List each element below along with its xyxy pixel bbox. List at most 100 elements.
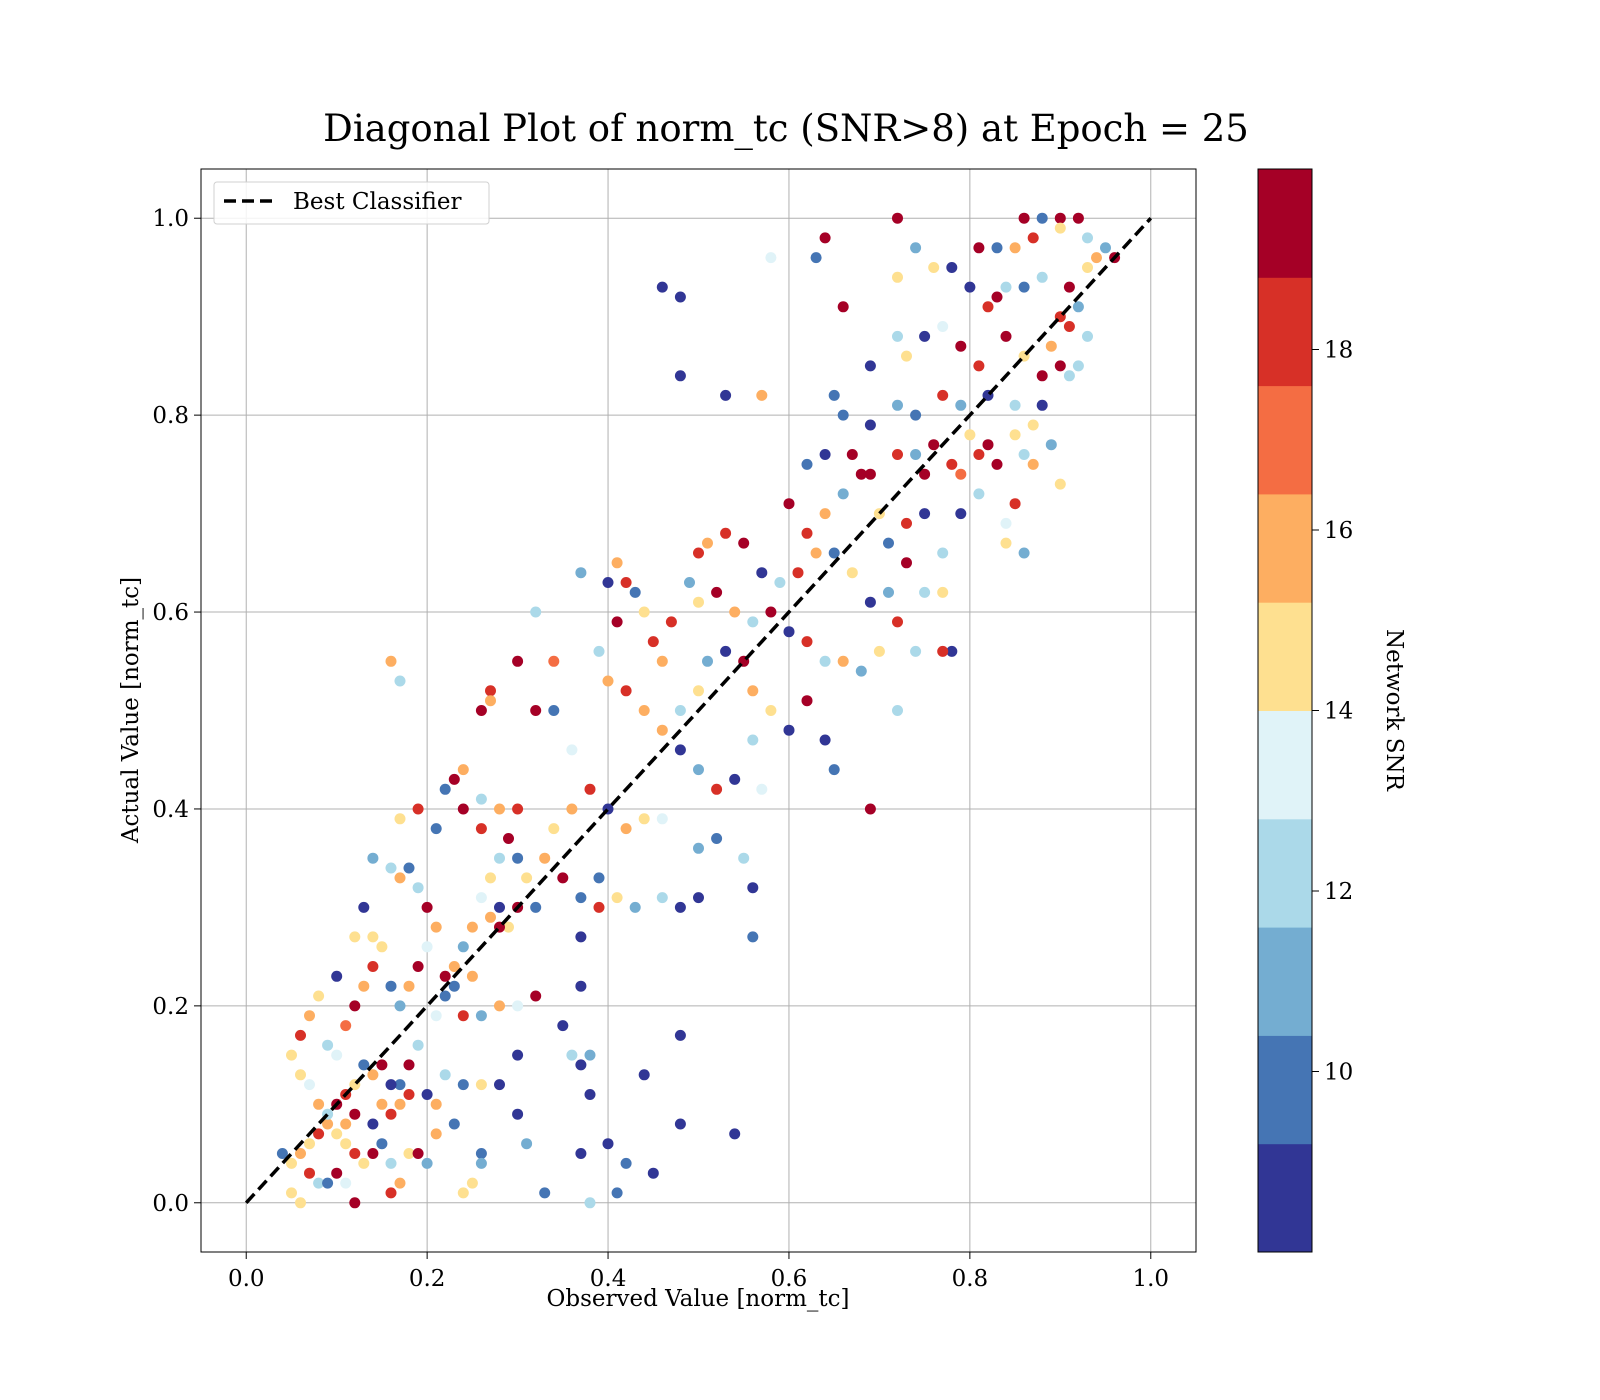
data-point — [448, 961, 460, 972]
data-point — [575, 931, 587, 943]
data-point — [611, 557, 623, 569]
data-point — [738, 852, 750, 864]
data-point — [512, 803, 524, 815]
data-point — [901, 350, 912, 362]
plot-frame — [200, 168, 1197, 1253]
data-point — [955, 340, 967, 352]
data-point — [457, 941, 469, 953]
data-point — [747, 616, 759, 628]
data-point — [439, 970, 451, 982]
colorbar-label: Network SNR — [1381, 629, 1407, 792]
data-point — [910, 645, 922, 657]
data-point — [638, 705, 650, 716]
data-point — [340, 1177, 352, 1189]
data-point — [593, 645, 605, 657]
data-point — [367, 852, 379, 864]
data-point — [295, 1148, 306, 1159]
colorbar-ticks: 10 12 14 16 18 — [1312, 338, 1353, 1086]
data-point — [521, 1138, 533, 1150]
data-point — [485, 685, 496, 697]
data-point — [548, 655, 560, 667]
data-point — [1091, 252, 1102, 264]
data-point — [403, 1148, 415, 1159]
data-point — [503, 921, 514, 933]
data-point — [1054, 222, 1066, 234]
data-point — [892, 705, 903, 716]
data-point — [313, 990, 325, 1002]
data-point — [747, 931, 759, 943]
chart-title: Diagonal Plot of norm_tc (SNR>8) at Epoc… — [323, 107, 1249, 151]
data-point — [1063, 321, 1075, 332]
x-tick-label: 0.6 — [771, 1266, 808, 1292]
data-point — [485, 872, 496, 884]
data-point — [1082, 232, 1093, 244]
data-point — [394, 1079, 406, 1091]
data-point — [530, 990, 542, 1002]
data-point — [711, 833, 723, 844]
data-point — [964, 429, 976, 441]
data-point — [566, 803, 578, 815]
data-point — [512, 852, 524, 864]
data-point — [937, 547, 949, 559]
data-point — [973, 242, 985, 254]
data-point — [593, 872, 605, 884]
data-point — [448, 773, 460, 785]
x-tick-label: 0.8 — [952, 1266, 989, 1292]
data-point — [1063, 370, 1075, 382]
data-point — [901, 557, 912, 569]
data-point — [1009, 242, 1021, 254]
data-point — [702, 537, 713, 549]
data-point — [358, 901, 370, 913]
data-point — [331, 1128, 343, 1140]
data-point — [892, 212, 903, 224]
colorbar-segment — [1258, 710, 1312, 820]
data-point — [367, 1118, 379, 1130]
data-point — [1036, 212, 1048, 224]
data-point — [656, 724, 668, 736]
data-point — [1036, 271, 1048, 283]
data-point — [349, 1108, 361, 1120]
data-point — [837, 301, 849, 313]
data-point — [376, 941, 388, 953]
data-point — [304, 1010, 315, 1022]
data-point — [539, 1187, 551, 1199]
data-point — [512, 655, 524, 667]
data-point — [530, 606, 542, 618]
data-point — [647, 636, 659, 648]
data-point — [367, 1148, 379, 1159]
data-point — [331, 970, 343, 982]
data-point — [747, 685, 759, 697]
data-point — [765, 606, 777, 618]
data-point — [1009, 498, 1021, 510]
data-point — [412, 882, 424, 894]
data-point — [873, 645, 885, 657]
x-tick-label: 0.4 — [590, 1266, 627, 1292]
data-point — [584, 1049, 596, 1061]
data-point — [756, 389, 768, 401]
data-point — [729, 1128, 741, 1140]
data-point — [810, 252, 822, 264]
data-point — [629, 901, 641, 913]
data-point — [674, 291, 686, 303]
data-point — [494, 852, 505, 864]
data-point — [982, 439, 994, 451]
colorbar-tick-label: 14 — [1324, 699, 1353, 725]
data-point — [611, 892, 623, 904]
data-point — [1000, 281, 1012, 293]
data-point — [819, 734, 831, 746]
legend-box — [213, 181, 490, 225]
data-point — [892, 399, 903, 411]
data-point — [864, 803, 876, 815]
data-point — [991, 291, 1003, 303]
data-point — [1054, 478, 1066, 490]
colorbar-segment — [1258, 277, 1312, 387]
data-point — [448, 1118, 460, 1130]
data-point — [693, 892, 704, 904]
data-point — [828, 389, 840, 401]
data-point — [693, 685, 704, 697]
data-point — [1054, 360, 1066, 372]
data-point — [313, 1098, 325, 1110]
data-point — [530, 901, 542, 913]
data-point — [919, 330, 931, 342]
